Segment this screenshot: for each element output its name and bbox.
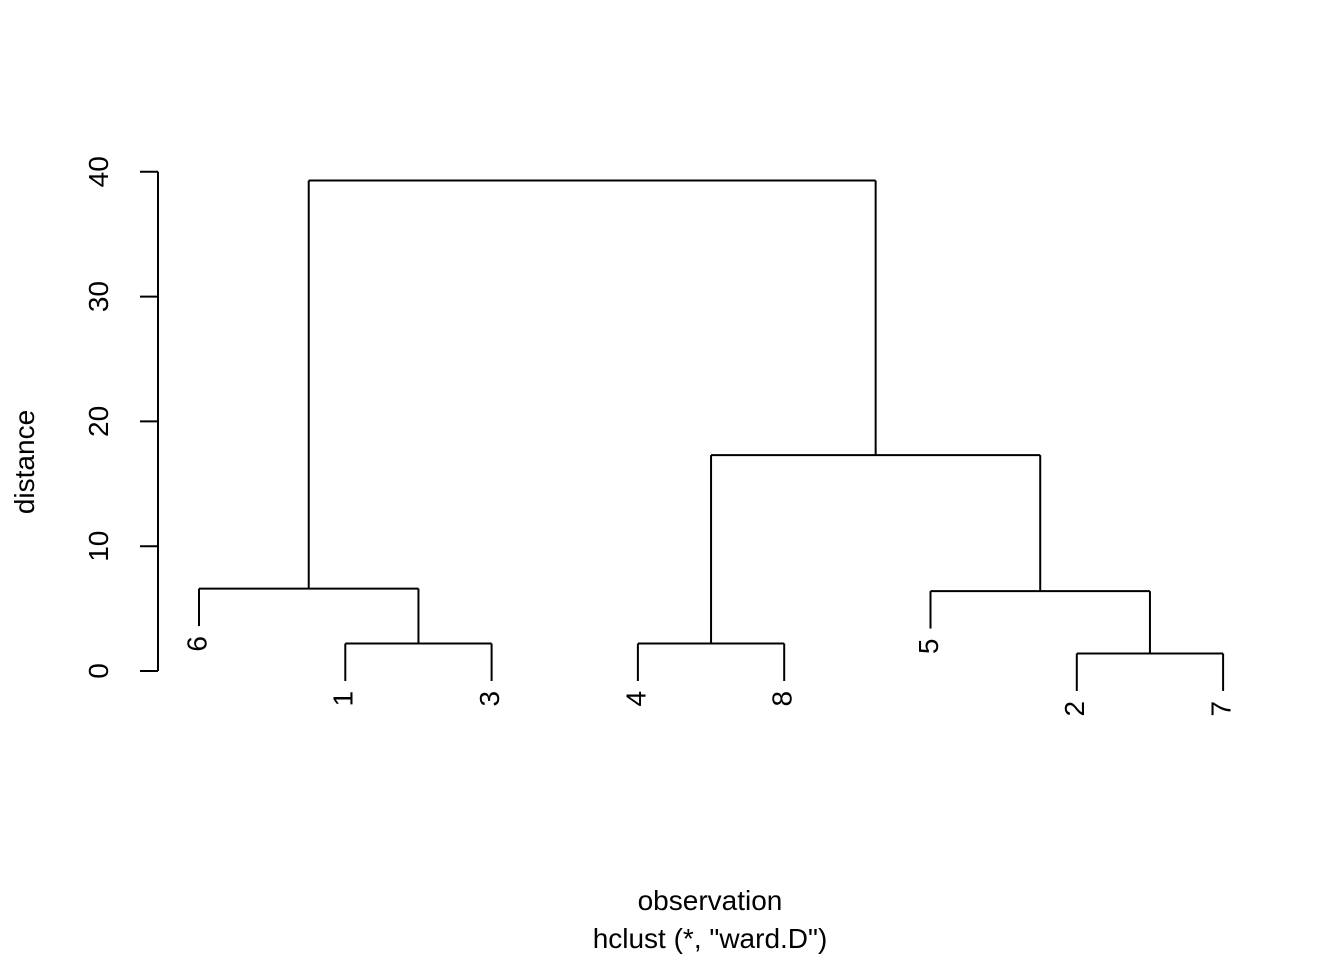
y-tick-label: 40 (83, 156, 114, 187)
leaf-labels: 6 1 3 4 8 5 2 7 (181, 636, 1236, 716)
chart-subtitle: hclust (*, "ward.D") (593, 923, 828, 954)
leaf-label: 6 (181, 636, 212, 652)
leaf-label: 1 (328, 691, 359, 707)
leaf-label: 2 (1059, 701, 1090, 717)
dendrogram-branches (198, 179, 1225, 691)
leaf-label: 7 (1205, 701, 1236, 717)
y-tick-label: 30 (83, 281, 114, 312)
y-axis: 0 10 20 30 40 (83, 156, 159, 679)
leaf-label: 5 (913, 639, 944, 655)
y-tick-label: 20 (83, 406, 114, 437)
y-tick-label: 0 (83, 663, 114, 679)
x-axis-label: observation (638, 885, 783, 916)
leaf-label: 8 (767, 691, 798, 707)
leaf-label: 4 (620, 691, 651, 707)
leaf-label: 3 (474, 691, 505, 707)
y-tick-label: 10 (83, 531, 114, 562)
y-axis-label: distance (9, 410, 40, 514)
